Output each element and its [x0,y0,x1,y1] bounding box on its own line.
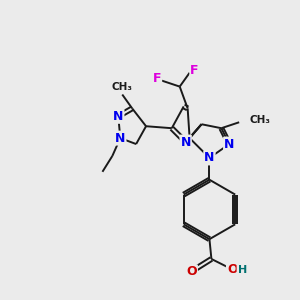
Text: N: N [224,138,234,151]
Text: N: N [115,132,125,145]
Text: N: N [204,152,214,164]
Text: H: H [238,265,247,275]
Text: CH₃: CH₃ [112,82,133,92]
Text: F: F [153,72,161,85]
Text: N: N [113,110,124,123]
Text: O: O [227,263,238,276]
Text: CH₃: CH₃ [249,115,270,125]
Text: F: F [190,64,199,77]
Text: N: N [181,136,191,148]
Text: O: O [186,266,197,278]
